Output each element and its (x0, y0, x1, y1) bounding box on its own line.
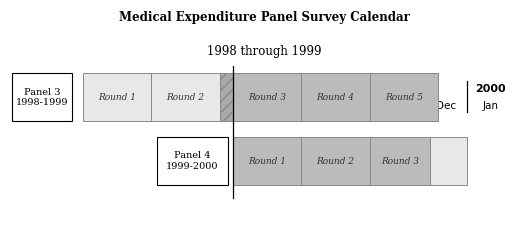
Text: Round 3: Round 3 (248, 93, 286, 102)
Text: Round 5: Round 5 (385, 93, 423, 102)
Bar (302, 137, 370, 185)
Text: Round 1: Round 1 (248, 157, 286, 166)
Text: Jan: Jan (483, 101, 499, 111)
Bar (220, 73, 233, 122)
Bar (430, 137, 467, 185)
Text: Jan: Jan (225, 101, 241, 111)
Text: 1998 through 1999: 1998 through 1999 (207, 45, 322, 58)
Text: Round 1: Round 1 (98, 93, 136, 102)
Text: 1998: 1998 (159, 84, 190, 94)
Text: Medical Expenditure Panel Survey Calendar: Medical Expenditure Panel Survey Calenda… (119, 11, 410, 24)
Bar (302, 73, 370, 122)
Bar (370, 73, 438, 122)
Text: 1999: 1999 (294, 84, 325, 94)
Text: 2000: 2000 (476, 84, 506, 94)
Text: Round 3: Round 3 (381, 157, 419, 166)
Text: Round 2: Round 2 (316, 157, 354, 166)
Text: Panel 3
1998-1999: Panel 3 1998-1999 (16, 88, 68, 107)
Text: Round 2: Round 2 (167, 93, 205, 102)
Bar (370, 137, 430, 185)
Text: Round 4: Round 4 (316, 93, 354, 102)
Bar (151, 73, 220, 122)
Bar (157, 137, 227, 185)
Bar (233, 73, 302, 122)
Bar (83, 73, 151, 122)
Text: Panel 4
1999-2000: Panel 4 1999-2000 (166, 151, 218, 171)
Bar (233, 137, 302, 185)
Bar (12, 73, 72, 122)
Text: Jan: Jan (96, 101, 112, 111)
Text: Dec: Dec (436, 101, 456, 111)
